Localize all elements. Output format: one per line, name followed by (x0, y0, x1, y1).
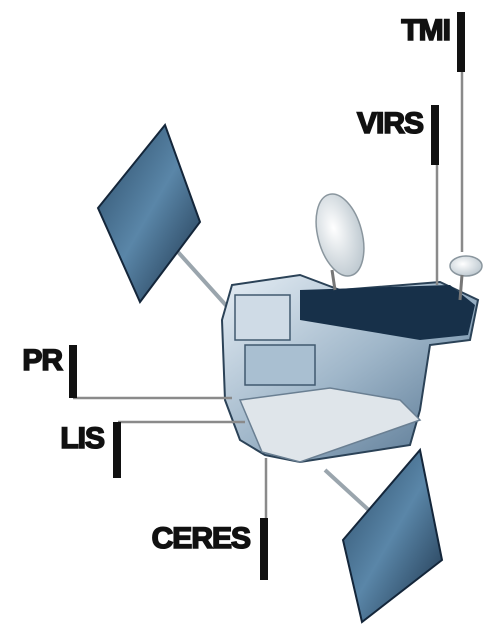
instrument-label: CERES (152, 522, 250, 555)
bus-dark (300, 285, 475, 340)
label-bar (457, 12, 465, 72)
leaders (73, 72, 464, 520)
satellite (96, 122, 483, 624)
dish (449, 255, 483, 277)
solar-panel (341, 447, 444, 624)
labels: TMI VIRS PR LIS CERES (22, 12, 465, 580)
instrument-label: TMI (401, 14, 450, 47)
solar-panel (96, 122, 202, 304)
radar-plate (238, 387, 422, 463)
module (234, 294, 291, 341)
label-bar (113, 422, 121, 478)
mast (458, 274, 464, 301)
module (244, 344, 316, 386)
instrument-label: PR (22, 344, 63, 377)
label-bar (260, 518, 268, 580)
dish (315, 193, 365, 277)
label-bar (69, 345, 77, 398)
instrument-label: VIRS (357, 107, 423, 140)
instrument-label: LIS (60, 422, 104, 455)
mast (330, 269, 337, 291)
label-bar (431, 105, 439, 165)
